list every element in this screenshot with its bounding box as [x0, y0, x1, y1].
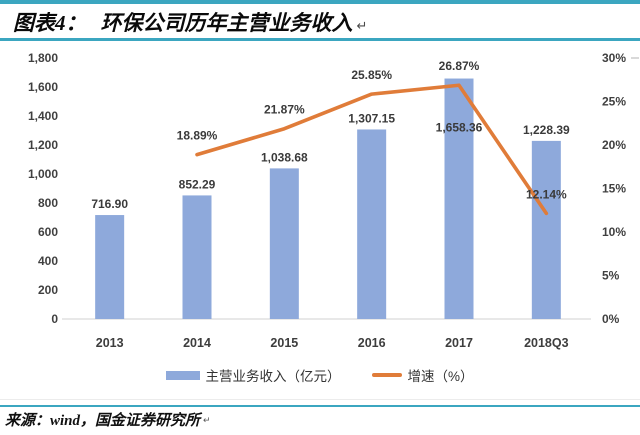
- chart-bottom-edge: [0, 399, 640, 400]
- bar-2018Q3: [531, 140, 561, 319]
- legend-item-revenue: 主营业务收入（亿元）: [166, 365, 340, 385]
- legend-line-swatch: [372, 373, 403, 377]
- x-axis-category-label: 2017: [445, 336, 473, 350]
- x-axis-category-label: 2016: [358, 336, 386, 350]
- legend-bar-swatch: [166, 370, 201, 380]
- growth-value-label: 26.87%: [439, 59, 480, 73]
- left-axis-tick-label: 1,000: [28, 167, 58, 181]
- left-axis-tick-label: 1,800: [28, 51, 58, 65]
- bar-2014: [182, 195, 212, 319]
- source-note: 来源：wind，国金证券研究所 ↵: [5, 409, 211, 430]
- bar-value-label: 1,038.68: [261, 150, 308, 164]
- figure-title: 图表4： 环保公司历年主营业务收入 ↵: [13, 7, 367, 37]
- right-axis-tick-label: 0%: [602, 312, 620, 326]
- chart-legend: 主营业务收入（亿元） 增速（%）: [0, 364, 640, 386]
- bar-value-label: 716.90: [91, 197, 128, 211]
- bar-2017: [444, 78, 474, 319]
- growth-line: [195, 83, 549, 216]
- bar-value-label: 1,228.39: [523, 123, 570, 137]
- left-axis-tick-label: 1,200: [28, 138, 58, 152]
- bar-value-label: 852.29: [179, 177, 216, 191]
- x-axis-category-label: 2013: [96, 336, 124, 350]
- growth-value-label: 25.85%: [351, 68, 392, 82]
- left-axis-tick-label: 600: [38, 225, 58, 239]
- paragraph-mark-small: ↵: [203, 415, 211, 425]
- bar-2016: [357, 129, 387, 319]
- title-separator-line: [0, 38, 640, 41]
- left-axis-tick-label: 0: [51, 312, 58, 326]
- top-border-line: [0, 0, 640, 4]
- figure-title-text: 环保公司历年主营业务收入: [100, 11, 353, 35]
- left-axis-tick-label: 200: [38, 283, 58, 297]
- revenue-growth-chart: 0 200 400 600 800 1,000 1,200 1,400 1,600 1,800 0%…: [28, 51, 639, 350]
- source-text: 来源：wind，国金证券研究所: [5, 413, 201, 429]
- paragraph-return-mark: ↵: [356, 18, 368, 33]
- bar-value-label: 1,307.15: [348, 111, 395, 125]
- growth-value-label: 12.14%: [526, 187, 567, 201]
- right-axis-tick-label: 10%: [602, 225, 626, 239]
- right-axis-tick-label: 15%: [602, 182, 626, 196]
- left-axis-tick-label: 1,600: [28, 80, 58, 94]
- left-axis-tick-label: 400: [38, 254, 58, 268]
- x-axis-category-label: 2018Q3: [524, 336, 569, 350]
- growth-value-label: 18.89%: [177, 129, 218, 143]
- x-axis-category-label: 2015: [270, 336, 298, 350]
- legend-growth-label: 增速（%）: [407, 369, 474, 384]
- legend-item-growth: 增速（%）: [372, 365, 474, 385]
- figure-number-label: 图表4：: [13, 11, 87, 35]
- right-axis-tick-label: 5%: [602, 269, 620, 283]
- right-axis-tick-label: 30%: [602, 51, 626, 65]
- growth-value-label: 21.87%: [264, 103, 305, 117]
- bar-value-label: 1,658.36: [436, 121, 483, 135]
- legend-revenue-label: 主营业务收入（亿元）: [205, 369, 341, 384]
- left-axis-tick-label: 1,400: [28, 109, 58, 123]
- bar-2013: [95, 215, 125, 319]
- footer-separator-line: [0, 405, 640, 407]
- bar-2015: [269, 168, 299, 319]
- left-axis-tick-label: 800: [38, 196, 58, 210]
- right-axis-tick-label: 25%: [602, 95, 626, 109]
- right-axis-tick-label: 20%: [602, 138, 626, 152]
- x-axis-category-label: 2014: [183, 336, 211, 350]
